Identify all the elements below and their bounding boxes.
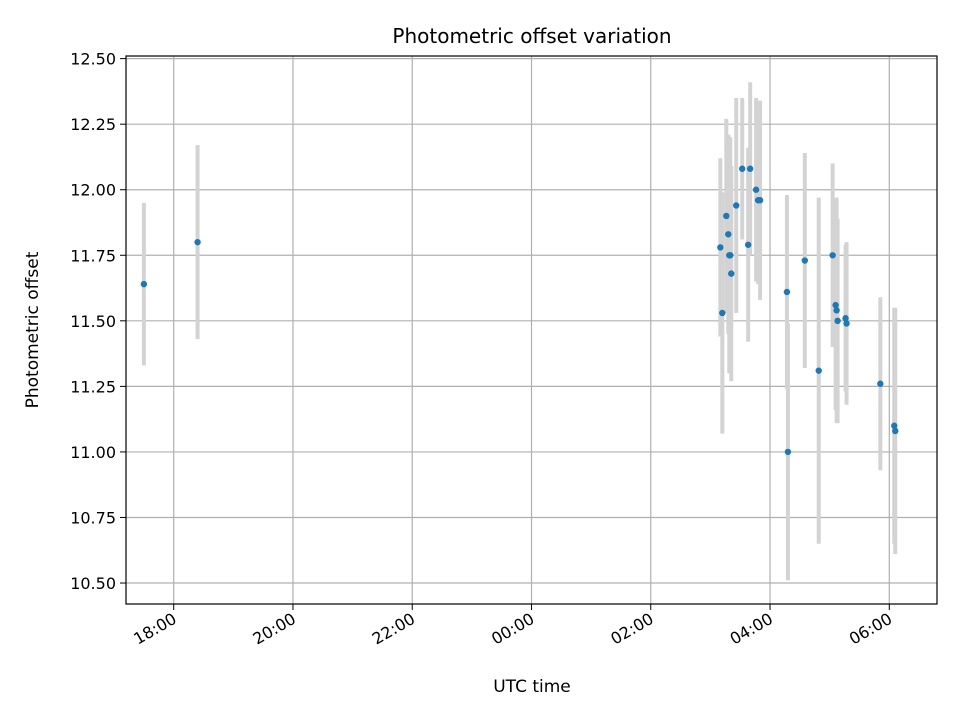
y-tick-label: 11.75 <box>70 246 116 265</box>
data-point <box>832 301 839 309</box>
data-points <box>140 165 899 456</box>
data-point <box>784 448 792 456</box>
data-point <box>140 280 148 288</box>
data-point <box>842 315 849 322</box>
x-axis-ticks: 18:00 20:00 22:00 00:00 02:00 04:00 06:00 <box>130 604 895 649</box>
y-tick-label: 12.50 <box>70 50 116 69</box>
y-tick-label: 12.25 <box>70 115 116 134</box>
x-tick-label: 04:00 <box>727 609 776 649</box>
data-point <box>815 367 822 374</box>
y-axis-title: Photometric offset <box>23 251 43 408</box>
x-tick-label: 22:00 <box>369 609 418 649</box>
y-tick-label: 11.25 <box>70 377 116 396</box>
x-tick-label: 02:00 <box>607 609 656 649</box>
data-point <box>834 317 841 325</box>
x-tick-label: 18:00 <box>130 609 179 649</box>
data-point <box>783 288 791 296</box>
data-point <box>717 244 724 251</box>
data-point <box>892 427 899 435</box>
data-point <box>801 257 809 264</box>
x-tick-label: 20:00 <box>250 609 299 649</box>
data-point <box>891 422 898 429</box>
data-point <box>733 202 740 209</box>
data-point <box>728 270 735 277</box>
data-point <box>723 212 730 220</box>
data-point <box>877 380 884 387</box>
data-point <box>756 197 764 204</box>
y-tick-label: 11.50 <box>70 312 116 331</box>
x-tick-label: 00:00 <box>488 609 537 649</box>
y-tick-label: 11.00 <box>70 443 116 462</box>
y-tick-label: 10.50 <box>70 574 116 593</box>
grid-lines <box>126 56 937 604</box>
y-axis-ticks: 10.50 10.75 11.00 11.25 11.50 11.75 12.00 12.25… <box>70 50 126 593</box>
y-tick-label: 10.75 <box>70 508 116 527</box>
data-point <box>746 165 754 172</box>
data-point <box>833 307 840 314</box>
data-point <box>727 252 734 259</box>
y-tick-label: 12.00 <box>70 181 116 200</box>
error-bars <box>141 82 898 581</box>
chart-title: Photometric offset variation <box>392 24 671 48</box>
x-axis-title: UTC time <box>493 677 571 697</box>
data-point <box>194 238 201 246</box>
data-point <box>739 165 746 172</box>
x-tick-label: 06:00 <box>846 609 895 649</box>
data-point <box>843 320 850 327</box>
data-point <box>725 231 732 238</box>
data-point <box>829 252 836 259</box>
data-point <box>719 309 726 317</box>
data-point <box>744 241 752 248</box>
data-point <box>752 186 760 193</box>
